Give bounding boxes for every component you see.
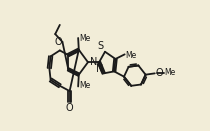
- Text: Me: Me: [165, 69, 176, 77]
- Text: Me: Me: [79, 34, 91, 43]
- Text: Me: Me: [79, 81, 91, 90]
- Text: O: O: [54, 37, 62, 47]
- Text: N: N: [96, 64, 103, 74]
- Text: N: N: [89, 57, 97, 67]
- Text: Me: Me: [126, 51, 137, 59]
- Text: S: S: [98, 41, 104, 51]
- Text: O: O: [155, 68, 163, 78]
- Text: O: O: [66, 103, 74, 113]
